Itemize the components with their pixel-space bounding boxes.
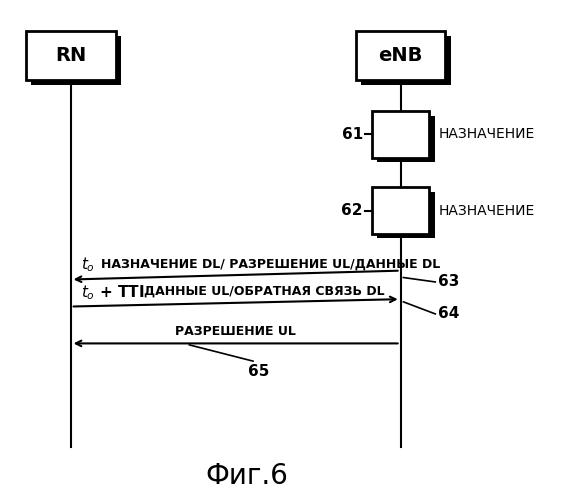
Bar xyxy=(31,36,121,85)
Text: RN: RN xyxy=(55,46,86,66)
Bar xyxy=(26,31,116,80)
Text: НАЗНАЧЕНИЕ: НАЗНАЧЕНИЕ xyxy=(438,128,534,141)
Text: 64: 64 xyxy=(438,306,460,322)
Bar xyxy=(372,111,430,158)
Text: НАЗНАЧЕНИЕ DL/ РАЗРЕШЕНИЕ UL/ДАННЫЕ DL: НАЗНАЧЕНИЕ DL/ РАЗРЕШЕНИЕ UL/ДАННЫЕ DL xyxy=(101,257,440,270)
Text: 65: 65 xyxy=(248,364,269,379)
Text: $t_o$: $t_o$ xyxy=(81,255,95,274)
Text: 61: 61 xyxy=(342,127,363,142)
Text: eNB: eNB xyxy=(379,46,423,66)
Text: 63: 63 xyxy=(438,274,460,289)
Text: НАЗНАЧЕНИЕ: НАЗНАЧЕНИЕ xyxy=(438,204,534,218)
Bar xyxy=(377,192,435,238)
Text: 62: 62 xyxy=(342,203,363,218)
Text: $t_o$ + TTI: $t_o$ + TTI xyxy=(81,283,144,302)
Bar xyxy=(356,31,446,80)
Text: ДАННЫЕ UL/ОБРАТНАЯ СВЯЗЬ DL: ДАННЫЕ UL/ОБРАТНАЯ СВЯЗЬ DL xyxy=(144,285,385,298)
Text: РАЗРЕШЕНИЕ UL: РАЗРЕШЕНИЕ UL xyxy=(175,324,296,338)
Text: Фиг.6: Фиг.6 xyxy=(206,462,289,490)
Bar xyxy=(377,116,435,162)
Bar xyxy=(361,36,451,85)
Bar xyxy=(372,188,430,234)
